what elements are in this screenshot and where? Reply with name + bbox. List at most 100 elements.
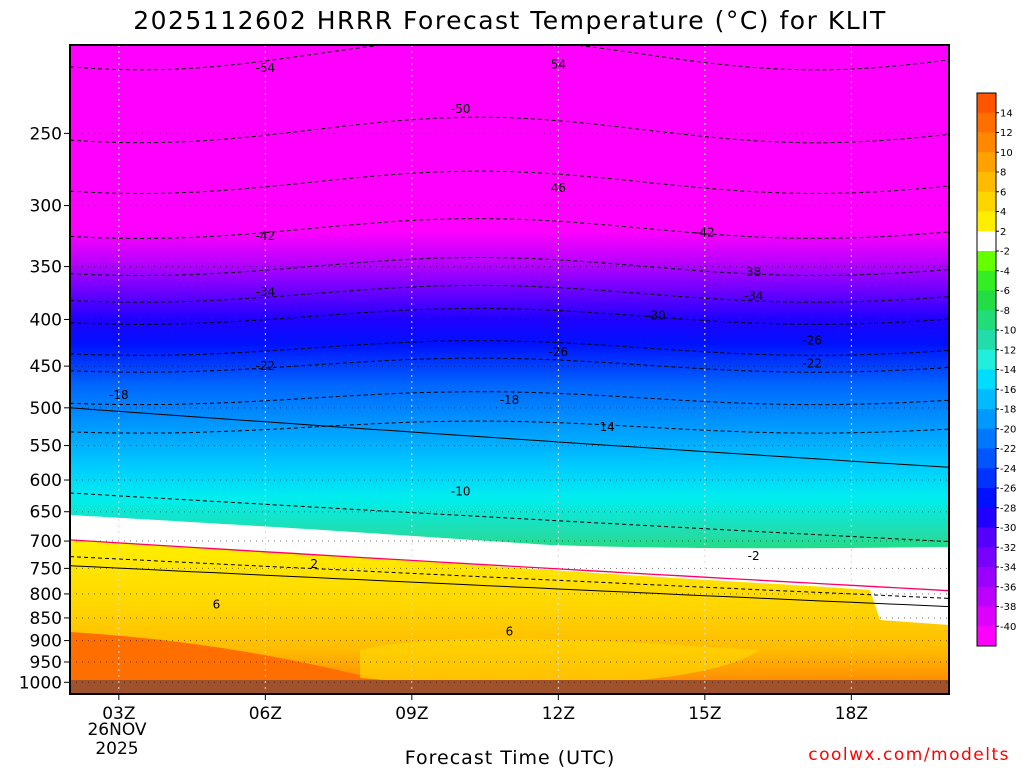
colorbar-label: -34 [1000, 563, 1016, 574]
colorbar-label: -12 [1000, 345, 1016, 356]
x-tick-label: 18Z [835, 704, 868, 724]
y-tick-label: 700 [30, 532, 62, 552]
colorbar-swatch [977, 567, 996, 588]
warm-core [70, 632, 380, 684]
colorbar-label: -28 [1000, 503, 1016, 514]
colorbar-swatch [977, 389, 996, 410]
colorbar: 14 12 10 8 6 4 2 -2 -4 -6 -8 -10 -12 -14 -16 -18 -20 -22 -… [976, 92, 1016, 647]
colorbar-swatch [977, 152, 996, 173]
isotherm-label: -26 [802, 334, 822, 348]
y-tick-label: 250 [30, 124, 62, 144]
x-axis: 03Z 06Z 09Z 12Z 15Z 18Z [102, 694, 868, 724]
colorbar-swatch [977, 349, 996, 370]
plot-frame [69, 44, 950, 695]
colorbar-swatch [977, 93, 996, 114]
colorbar-swatch [977, 231, 996, 252]
y-tick-label: 300 [30, 197, 62, 217]
colorbar-swatch [977, 586, 996, 607]
isotherm-label: -34 [256, 285, 276, 299]
colorbar-label: -18 [1000, 405, 1016, 416]
y-tick-label: 1000 [19, 673, 62, 693]
y-tick-label: 850 [30, 609, 62, 629]
plot-area: -2 -10 14 -18 -18 -22 -22 -26 -26 -30 -34 -34 38 -42 -… [70, 45, 949, 694]
colorbar-label: -40 [1000, 622, 1016, 633]
freezing-line [70, 539, 949, 592]
colorbar-label: -6 [1000, 286, 1010, 297]
colorbar-label: 12 [1000, 128, 1013, 139]
isotherm-line [70, 407, 949, 468]
ground-below-surface [70, 680, 949, 694]
colorbar-swatch [977, 132, 996, 153]
isotherm-label: 38 [746, 265, 761, 279]
colorbar-label: -36 [1000, 582, 1016, 593]
colorbar-swatch [977, 310, 996, 331]
date-label-year: 2025 [95, 739, 138, 759]
y-tick-label: 350 [30, 258, 62, 278]
date-label-day: 26NOV [87, 720, 146, 740]
colorbar-label: -24 [1000, 464, 1016, 475]
x-tick-label: 12Z [542, 704, 575, 724]
colorbar-label: -2 [1000, 247, 1010, 258]
x-tick-label: 09Z [395, 704, 428, 724]
colorbar-swatch [977, 606, 996, 627]
colorbar-swatch [977, 211, 996, 232]
colorbar-label: 14 [1000, 108, 1013, 119]
credit-text: coolwx.com/modelts [808, 745, 1010, 765]
grid [70, 45, 949, 694]
y-tick-label: 800 [30, 585, 62, 605]
y-tick-label: 650 [30, 503, 62, 523]
colorbar-swatch [977, 409, 996, 430]
colorbar-label: 8 [1000, 168, 1006, 179]
y-tick-label: 400 [30, 310, 62, 330]
colorbar-label: -4 [1000, 266, 1010, 277]
colorbar-label: -32 [1000, 543, 1016, 554]
y-tick-label: 600 [30, 471, 62, 491]
colorbar-label: -38 [1000, 602, 1016, 613]
colorbar-swatch [977, 112, 996, 133]
x-tick-label: 06Z [249, 704, 282, 724]
y-tick-label: 500 [30, 399, 62, 419]
isotherms: -2 -10 14 -18 -18 -22 -22 -26 -26 -30 -34 -34 38 -42 -… [70, 45, 949, 639]
colorbar-label: 6 [1000, 187, 1006, 198]
colorbar-label: -26 [1000, 484, 1016, 495]
isotherm-label: 6 [213, 598, 221, 612]
x-tick-label: 15Z [688, 704, 721, 724]
colorbar-swatch [977, 547, 996, 568]
isotherm-label: -2 [748, 549, 760, 563]
isotherm-label: -50 [451, 102, 471, 116]
colorbar-swatch [977, 290, 996, 311]
colorbar-label: 10 [1000, 148, 1013, 159]
colorbar-label: 4 [1000, 207, 1006, 218]
colorbar-label: -20 [1000, 424, 1016, 435]
colorbar-label: -14 [1000, 365, 1016, 376]
colorbar-swatch [977, 270, 996, 291]
y-tick-label: 750 [30, 559, 62, 579]
colorbar-swatch [977, 172, 996, 193]
colorbar-swatch [977, 428, 996, 449]
x-axis-label: Forecast Time (UTC) [405, 747, 615, 768]
isotherm-line [70, 565, 949, 608]
isotherm-label: -22 [256, 359, 276, 373]
isotherm-label: -18 [109, 388, 129, 402]
isotherm-label: 14 [600, 420, 615, 434]
isotherm-label: 6 [506, 625, 514, 639]
isotherm-label: -18 [500, 393, 520, 407]
isotherm-label: 54 [551, 57, 566, 71]
colorbar-label: -8 [1000, 306, 1010, 317]
colorbar-swatch [977, 626, 996, 647]
colorbar-label: -30 [1000, 523, 1016, 534]
isotherm-label: -22 [802, 356, 822, 370]
colorbar-swatch [977, 468, 996, 489]
y-tick-label: 950 [30, 653, 62, 673]
isotherm-label: -30 [646, 308, 666, 322]
isotherm-label: -26 [549, 345, 569, 359]
colorbar-swatch [977, 488, 996, 509]
isotherm-label: 2 [310, 557, 318, 571]
colorbar-swatch [977, 527, 996, 548]
warm-tongue [360, 638, 760, 685]
isotherm-label: -54 [256, 61, 276, 75]
isotherm-label: -34 [744, 289, 764, 303]
colorbar-label: -10 [1000, 326, 1016, 337]
colorbar-swatch [977, 191, 996, 212]
